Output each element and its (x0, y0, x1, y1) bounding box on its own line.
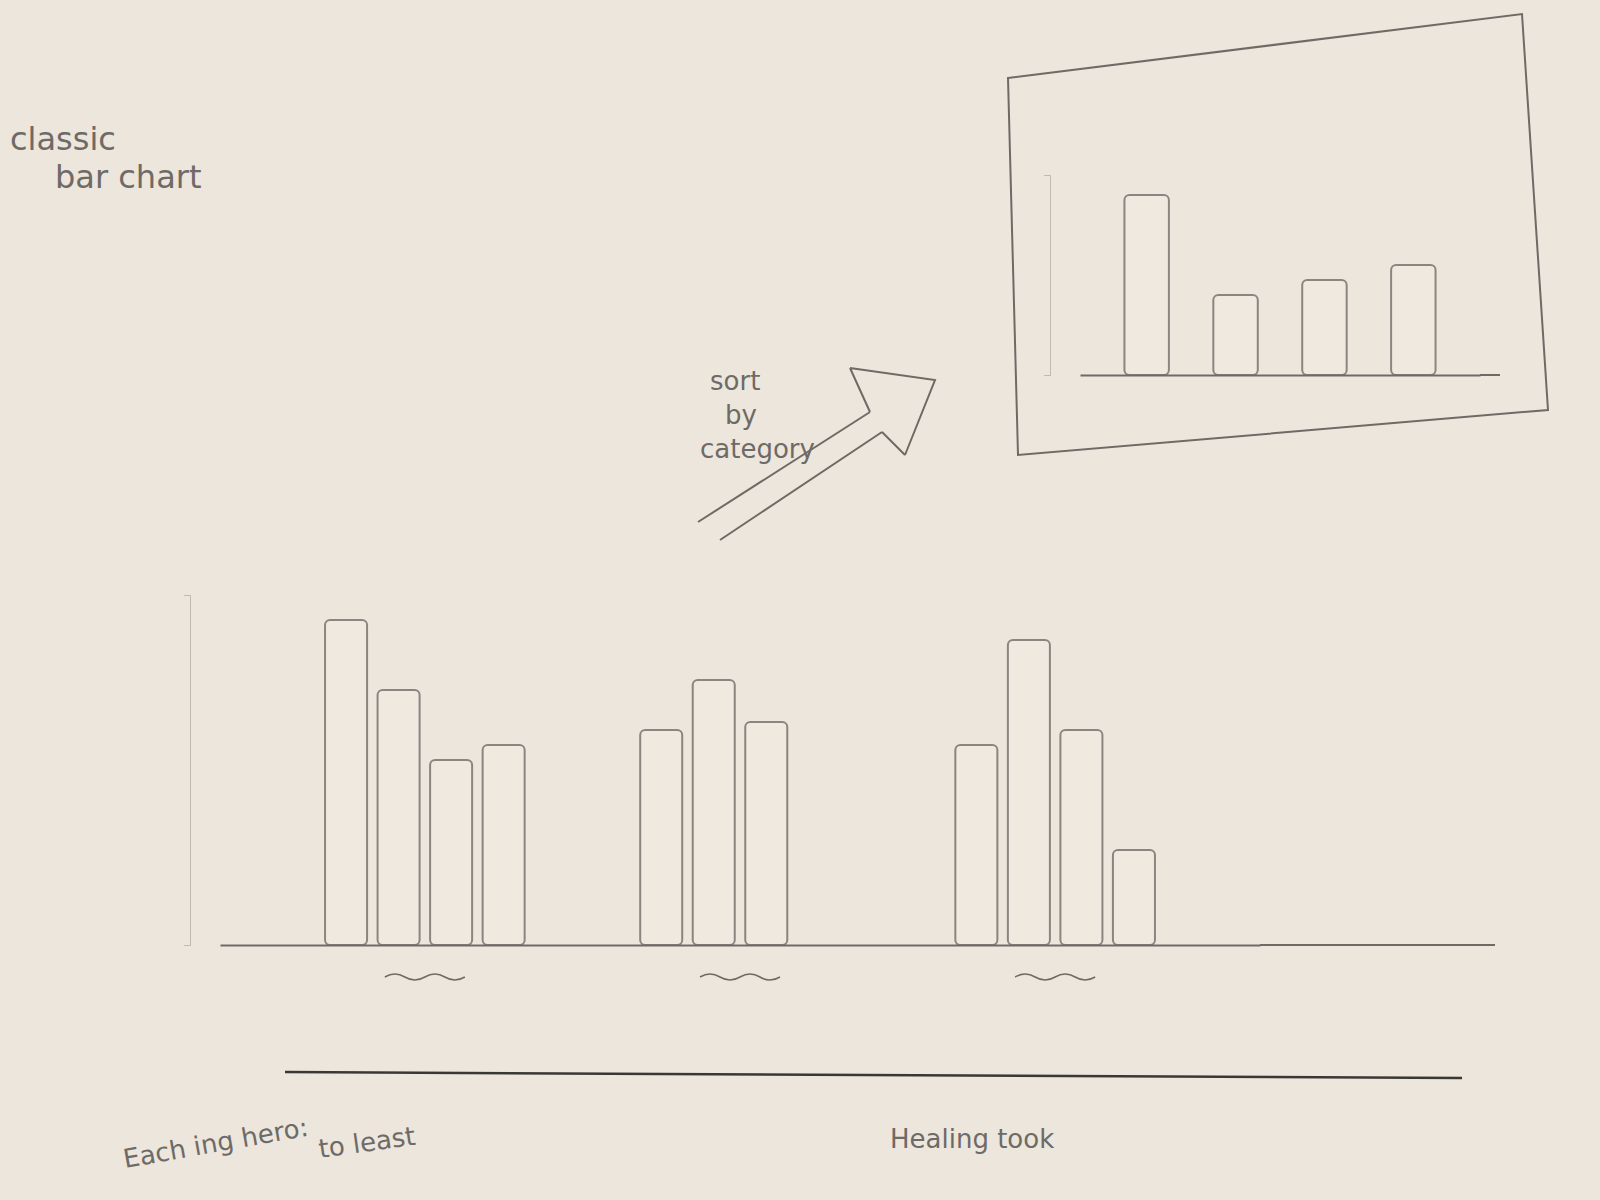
baseline-extension (1260, 944, 1495, 946)
bars (325, 620, 1155, 945)
bar (1213, 295, 1257, 375)
bar (1391, 265, 1435, 375)
canvas: classicbar chart sortbycategory Each ing h… (0, 0, 1600, 1200)
bar (1060, 730, 1102, 945)
x-axis-line (1081, 375, 1481, 377)
bar (955, 745, 997, 945)
baseline-extension (1480, 374, 1500, 376)
y-axis-line (184, 596, 191, 946)
bar (640, 730, 682, 945)
bar (1008, 640, 1050, 945)
bar (325, 620, 367, 945)
annotation: Each ing hero: (121, 1112, 311, 1174)
x-axis-line (221, 945, 1261, 947)
bar (1124, 195, 1168, 375)
y-axis (1044, 176, 1051, 376)
chart-0: classicbar chart sortbycategory Each ing h… (10, 120, 1495, 1174)
annotation: to least (317, 1121, 417, 1164)
category-squiggle (1015, 974, 1095, 980)
bar (745, 722, 787, 945)
annotation: Healing took (890, 1124, 1054, 1154)
category-squiggle (385, 974, 465, 980)
y-axis (184, 596, 191, 946)
y-axis-line (1044, 176, 1051, 376)
inset-frame (1008, 14, 1548, 455)
bar (483, 745, 525, 945)
bars (1124, 195, 1435, 375)
category-squiggle (700, 974, 780, 980)
x-axis (1081, 375, 1481, 377)
bar (378, 690, 420, 945)
x-axis (221, 945, 1261, 947)
bar (430, 760, 472, 945)
chart-1 (1044, 176, 1500, 376)
bar (1113, 850, 1155, 945)
bar (693, 680, 735, 945)
divider (285, 1072, 1462, 1078)
annotation: sortbycategory (700, 366, 815, 464)
title: classicbar chart (10, 120, 201, 196)
bar (1302, 280, 1346, 375)
